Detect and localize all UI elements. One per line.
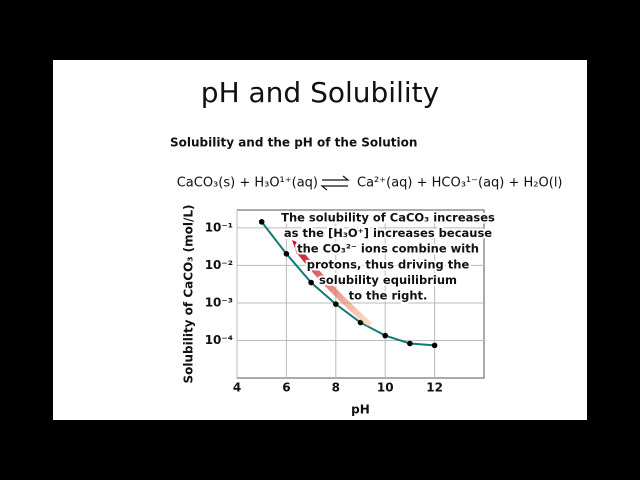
trend-arrow — [296, 248, 372, 327]
data-point — [258, 219, 265, 225]
x-tick-label: 12 — [426, 381, 443, 395]
data-point — [431, 342, 438, 349]
x-tick-label: 8 — [332, 381, 340, 395]
equation-right: Ca²⁺(aq) + HCO₃¹⁻(aq) + H₂O(l) — [357, 176, 563, 191]
trend-arrow-head — [292, 240, 306, 254]
equation-left: CaCO₃(s) + H₃O¹⁺(aq) — [177, 176, 318, 191]
annotation-line: protons, thus driving the — [307, 257, 470, 271]
curve — [260, 221, 435, 347]
subtitle: Solubility and the pH of the Solution — [170, 136, 417, 150]
annotation-line: to the right. — [349, 289, 428, 303]
y-tick-label: 10⁻² — [205, 258, 233, 272]
data-point — [333, 301, 339, 307]
y-tick-label: 10⁻¹ — [205, 220, 233, 234]
equilibrium-arrows — [320, 175, 350, 191]
annotation-line: as the [H₃O⁺] increases because — [284, 226, 492, 240]
x-tick-label: 10 — [377, 381, 394, 395]
y-tick-label: 10⁻⁴ — [205, 333, 233, 347]
y-axis-label: Solubility of CaCO₃ (mol/L) — [182, 204, 196, 383]
x-tick-label: 4 — [233, 381, 241, 395]
data-point — [308, 279, 314, 286]
data-point — [382, 332, 389, 339]
x-tick-label: 6 — [282, 381, 290, 395]
slide-title: pH and Solubility — [201, 76, 439, 109]
data-point — [283, 251, 290, 257]
data-point — [407, 340, 413, 347]
annotation-line: solubility equilibrium — [319, 273, 457, 287]
y-tick-label: 10⁻³ — [205, 295, 233, 309]
annotation-line: the CO₃²⁻ ions combine with — [297, 242, 479, 256]
x-axis-label: pH — [351, 403, 370, 417]
annotation-line: The solubility of CaCO₃ increases — [281, 211, 495, 225]
